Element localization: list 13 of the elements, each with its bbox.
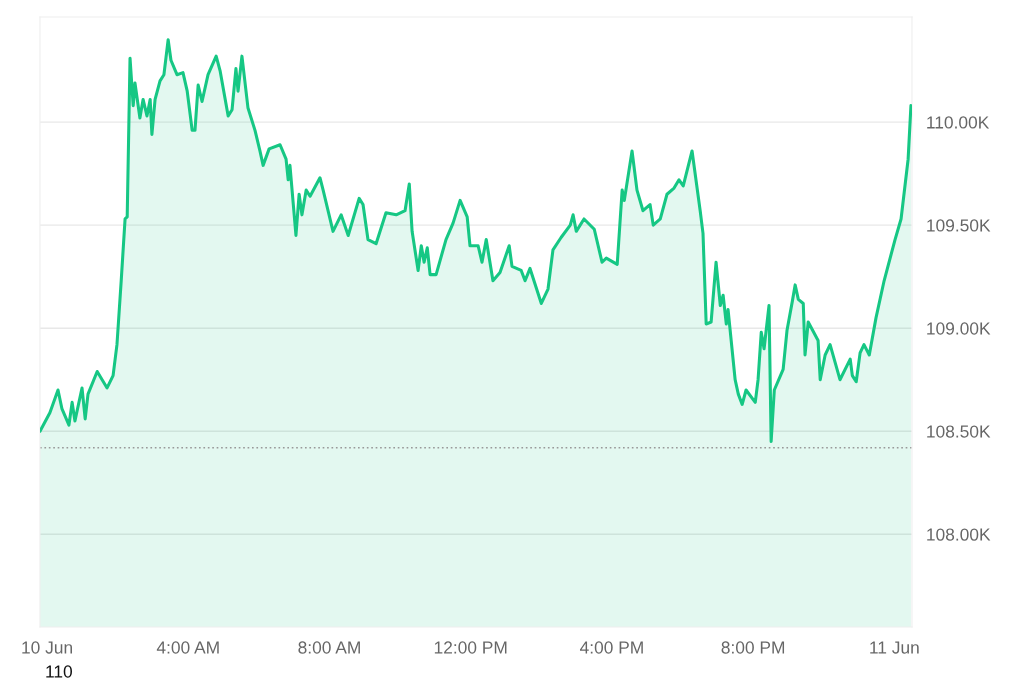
x-tick-label: 11 Jun	[870, 641, 919, 654]
y-tick-label: 109.50K	[927, 219, 991, 232]
x-tick-label: 4:00 PM	[579, 641, 643, 654]
text: 110	[46, 665, 73, 678]
x-tick-label: 8:00 AM	[298, 641, 360, 654]
x-tick-label: 8:00 PM	[721, 641, 785, 654]
x-tick-label: 10 Jun	[22, 641, 72, 654]
x-tick-label: 12:00 PM	[434, 641, 507, 654]
x-tick-label: 4:00 AM	[156, 641, 219, 654]
y-tick-label: 109.00K	[927, 322, 991, 335]
y-tick-label: 108.50K	[927, 425, 991, 438]
y-tick-label: 108.00K	[927, 528, 991, 541]
y-tick-label: 110.00K	[927, 116, 990, 129]
